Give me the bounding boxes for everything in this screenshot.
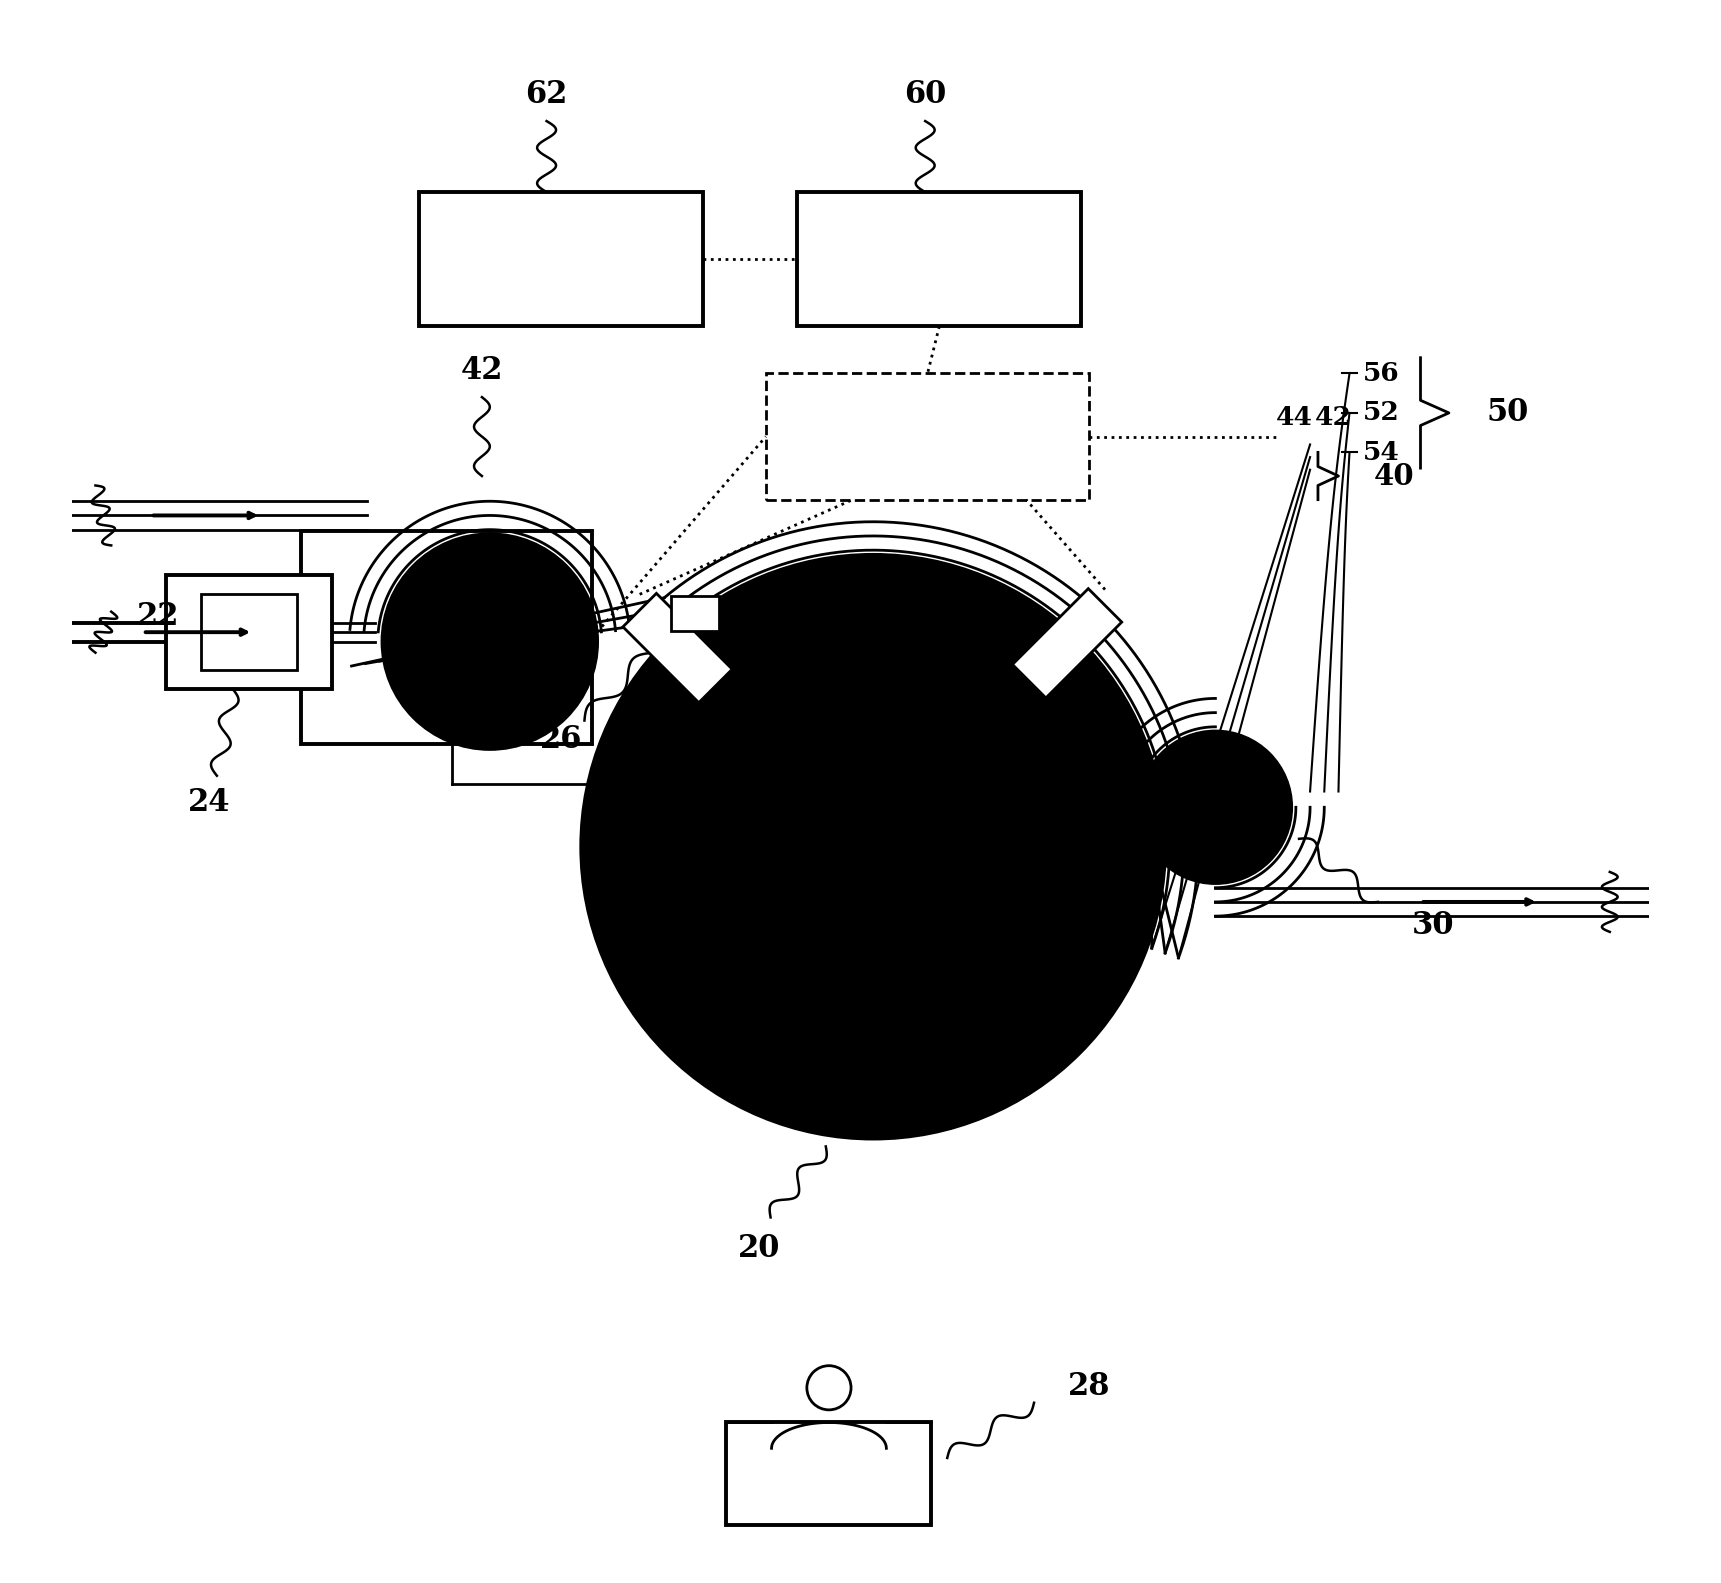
Circle shape — [427, 579, 552, 704]
Text: 26: 26 — [540, 723, 582, 755]
Text: 30: 30 — [1411, 910, 1454, 940]
Text: 20: 20 — [738, 1233, 781, 1265]
Circle shape — [625, 597, 1122, 1095]
Polygon shape — [1012, 589, 1122, 698]
Text: 50: 50 — [1487, 397, 1528, 429]
Text: 60: 60 — [904, 79, 947, 109]
Text: 42: 42 — [461, 355, 503, 386]
Circle shape — [664, 638, 1081, 1054]
Bar — [167, 575, 332, 689]
Bar — [418, 192, 702, 326]
Text: 62: 62 — [525, 79, 568, 109]
Text: 24: 24 — [188, 787, 231, 818]
Bar — [726, 1423, 931, 1524]
Circle shape — [382, 535, 597, 749]
Text: 44: 44 — [1275, 405, 1313, 431]
Text: 28: 28 — [1069, 1371, 1110, 1403]
Bar — [797, 192, 1081, 326]
Circle shape — [582, 556, 1165, 1138]
Text: 22: 22 — [138, 602, 179, 632]
Bar — [201, 594, 298, 670]
Bar — [301, 532, 592, 744]
Bar — [766, 374, 1089, 500]
Text: 52: 52 — [1363, 400, 1399, 426]
Polygon shape — [623, 594, 731, 703]
Circle shape — [1139, 731, 1291, 883]
Text: 42: 42 — [1315, 405, 1353, 431]
Bar — [671, 595, 719, 630]
Text: 54: 54 — [1363, 440, 1399, 465]
Text: 40: 40 — [1373, 462, 1415, 491]
Circle shape — [1175, 768, 1255, 847]
Text: 56: 56 — [1363, 361, 1399, 386]
